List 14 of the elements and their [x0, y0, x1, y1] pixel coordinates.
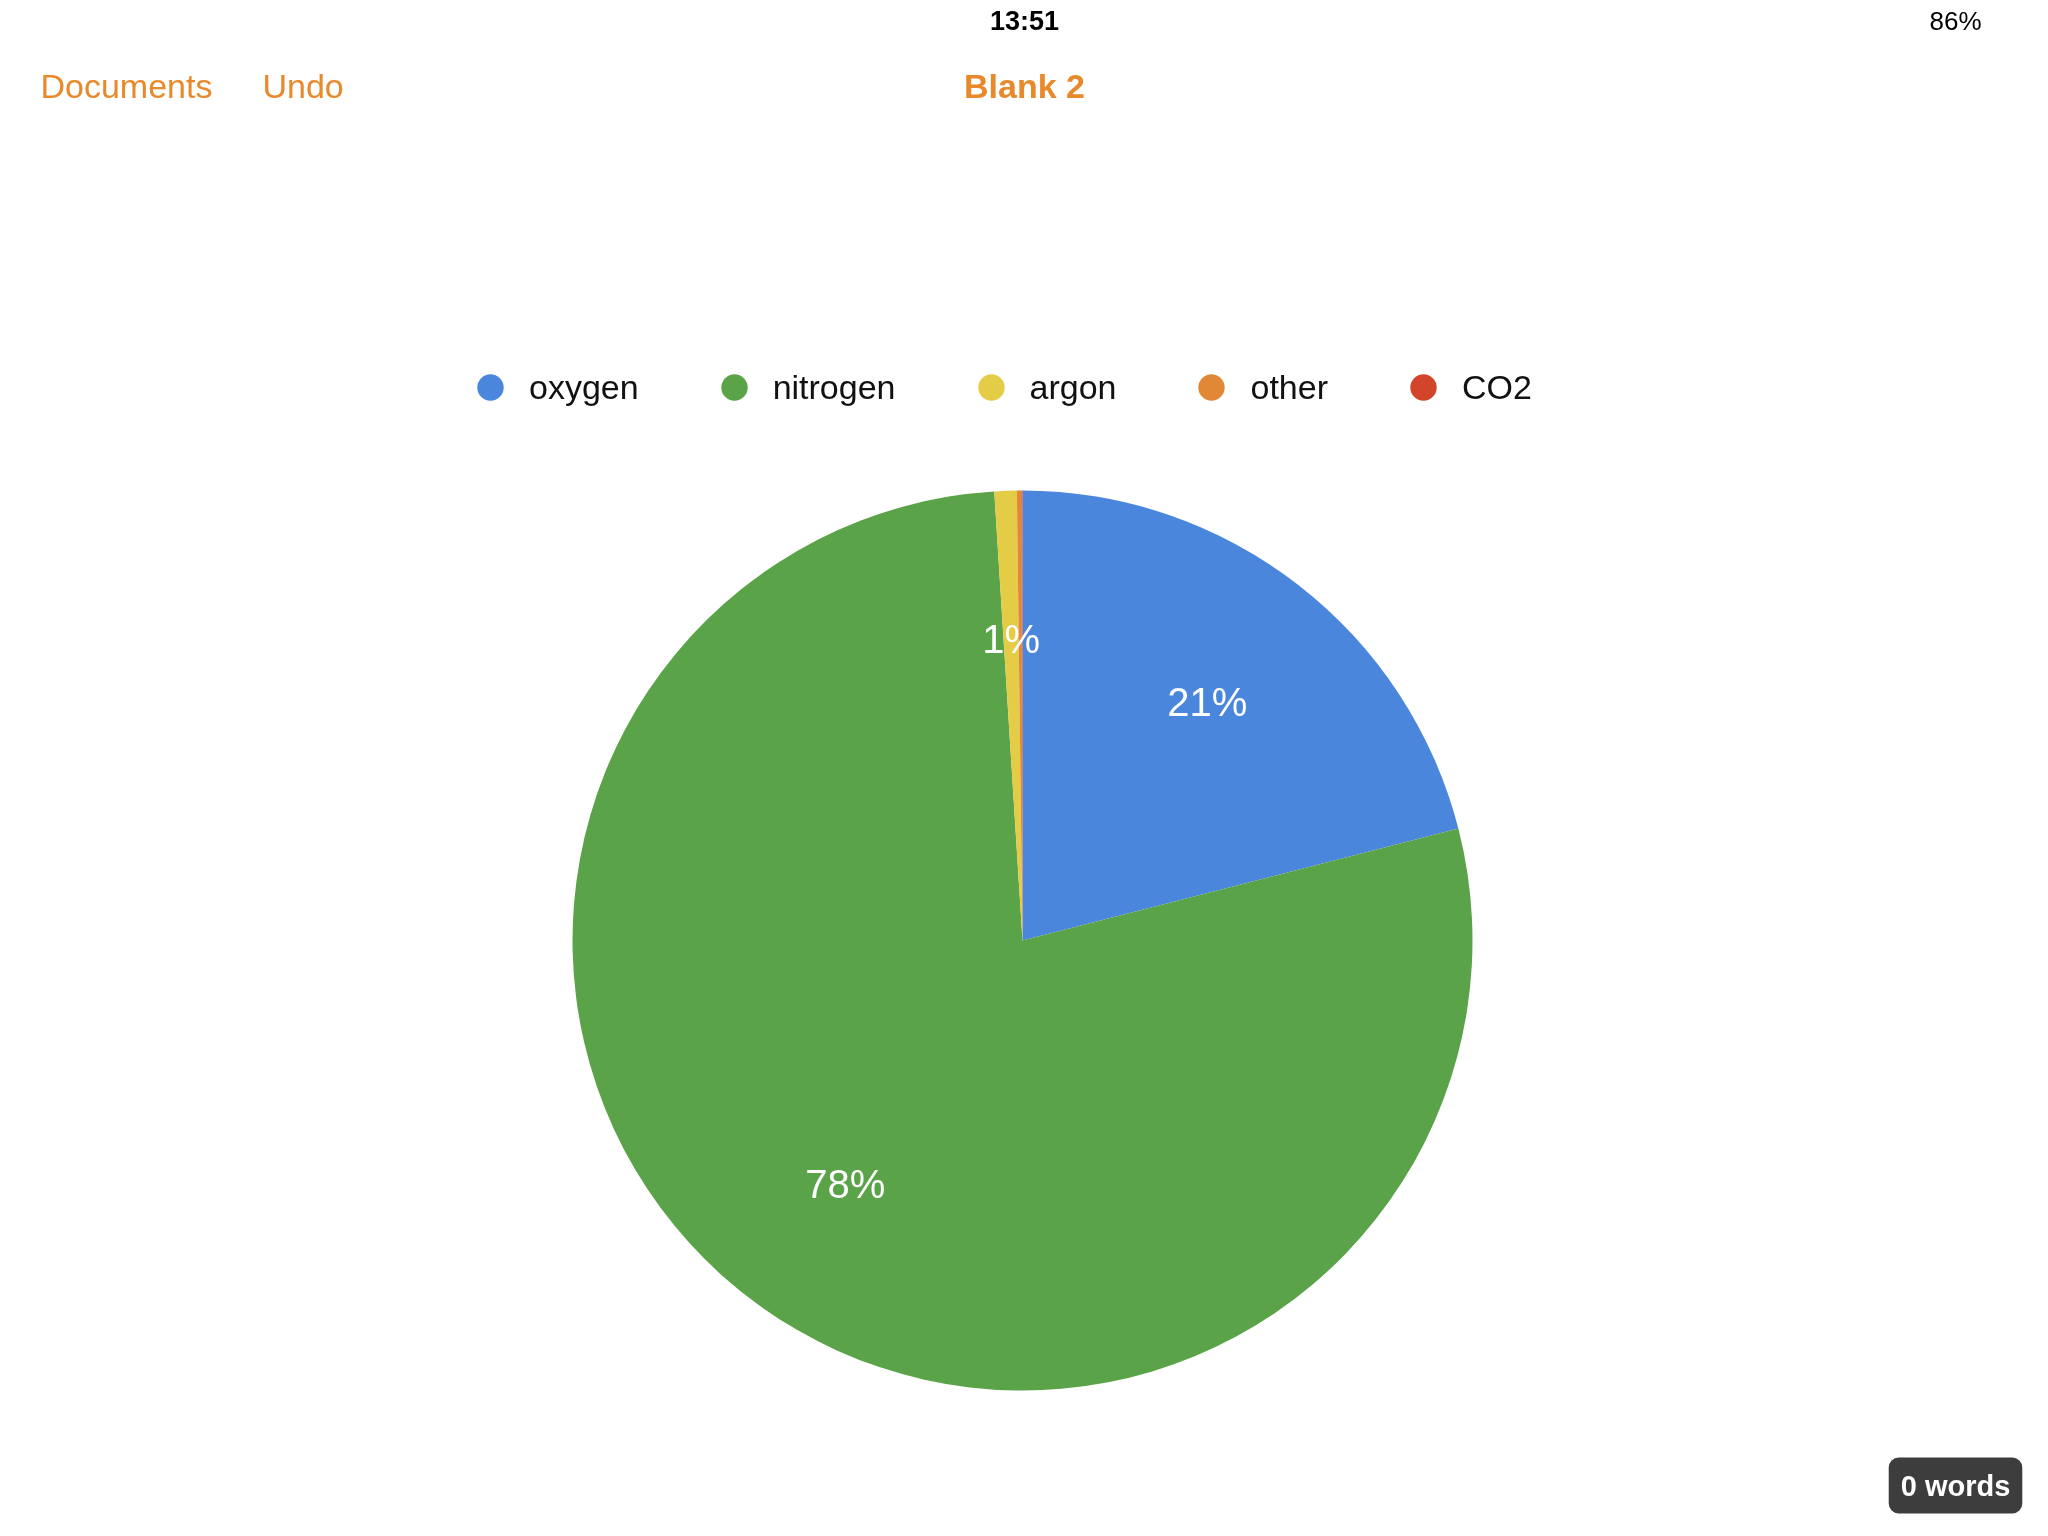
data-label: 1%: [982, 617, 1041, 662]
legend-label: other: [1250, 367, 1328, 407]
text: Undo: [262, 66, 344, 105]
text: Documents: [40, 66, 213, 105]
data-label: 78%: [805, 1162, 886, 1207]
legend-label: argon: [1029, 367, 1117, 407]
text: 0 words: [1900, 1469, 2011, 1502]
legend-label: CO2: [1461, 367, 1532, 407]
text: 13:51: [989, 5, 1060, 36]
chart-title: Blank 2: [964, 66, 1085, 105]
legend-label: nitrogen: [772, 367, 896, 407]
text: 86%: [1929, 5, 1982, 36]
legend-label: oxygen: [529, 367, 639, 407]
data-label: 21%: [1167, 680, 1248, 725]
